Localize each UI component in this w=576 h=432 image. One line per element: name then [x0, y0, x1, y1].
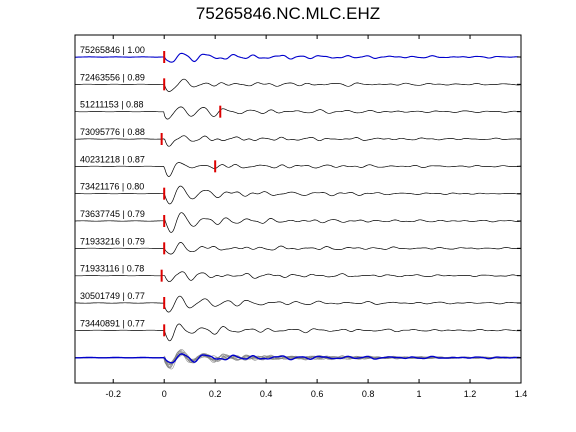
stack-trace-4: [75, 353, 521, 369]
trace-label-40231218: 40231218 | 0.87: [80, 154, 145, 164]
trace-line-73095776: [75, 135, 521, 147]
x-tick-label-8: 1.4: [515, 389, 528, 399]
trace-line-30501749: [75, 295, 521, 313]
stack-trace-3: [75, 353, 521, 366]
trace-label-73637745: 73637745 | 0.79: [80, 209, 145, 219]
x-tick-label-7: 1.2: [464, 389, 477, 399]
x-tick-label-6: 1: [417, 389, 422, 399]
trace-label-51211153: 51211153 | 0.88: [80, 100, 144, 110]
trace-label-73440891: 73440891 | 0.77: [80, 318, 145, 328]
trace-line-40231218: [75, 162, 521, 177]
trace-line-73637745: [75, 212, 521, 233]
trace-label-75265846: 75265846 | 1.00: [80, 45, 145, 55]
x-tick-label-5: 0.8: [362, 389, 375, 399]
axes-layer: -0.2 0 0.2 0.4 0.6 0.8 1 1.2 1.4: [74, 34, 528, 399]
trace-label-71933116: 71933116 | 0.78: [80, 264, 144, 274]
x-tick-label-3: 0.4: [260, 389, 273, 399]
stack-trace-6: [75, 349, 521, 370]
trace-label-72463556: 72463556 | 0.89: [80, 72, 145, 82]
page-title: 75265846.NC.MLC.EHZ: [195, 4, 381, 23]
traces-layer: 75265846 | 1.00 72463556 | 0.89 51211153 |…: [74, 45, 521, 370]
trace-label-73095776: 73095776 | 0.88: [80, 127, 145, 137]
trace-line-72463556: [75, 78, 521, 92]
stack-trace-10: [75, 350, 521, 369]
trace-label-73421176: 73421176 | 0.80: [80, 182, 144, 192]
x-tick-label-0: -0.2: [105, 389, 121, 399]
trace-line-73440891: [75, 323, 521, 342]
stack-reference-line: [75, 353, 521, 364]
x-tick-label-4: 0.6: [311, 389, 324, 399]
trace-line-73421176: [75, 185, 521, 205]
trace-line-51211153: [74, 106, 521, 120]
trace-line-75265846: [75, 52, 521, 63]
trace-line-71933116: [75, 271, 521, 283]
plot-frame: [74, 34, 522, 384]
trace-label-30501749: 30501749 | 0.77: [80, 291, 145, 301]
trace-line-71933216: [75, 242, 521, 255]
trace-label-71933216: 71933216 | 0.79: [80, 236, 145, 246]
x-tick-label-2: 0.2: [209, 389, 222, 399]
x-tick-label-1: 0: [162, 389, 167, 399]
